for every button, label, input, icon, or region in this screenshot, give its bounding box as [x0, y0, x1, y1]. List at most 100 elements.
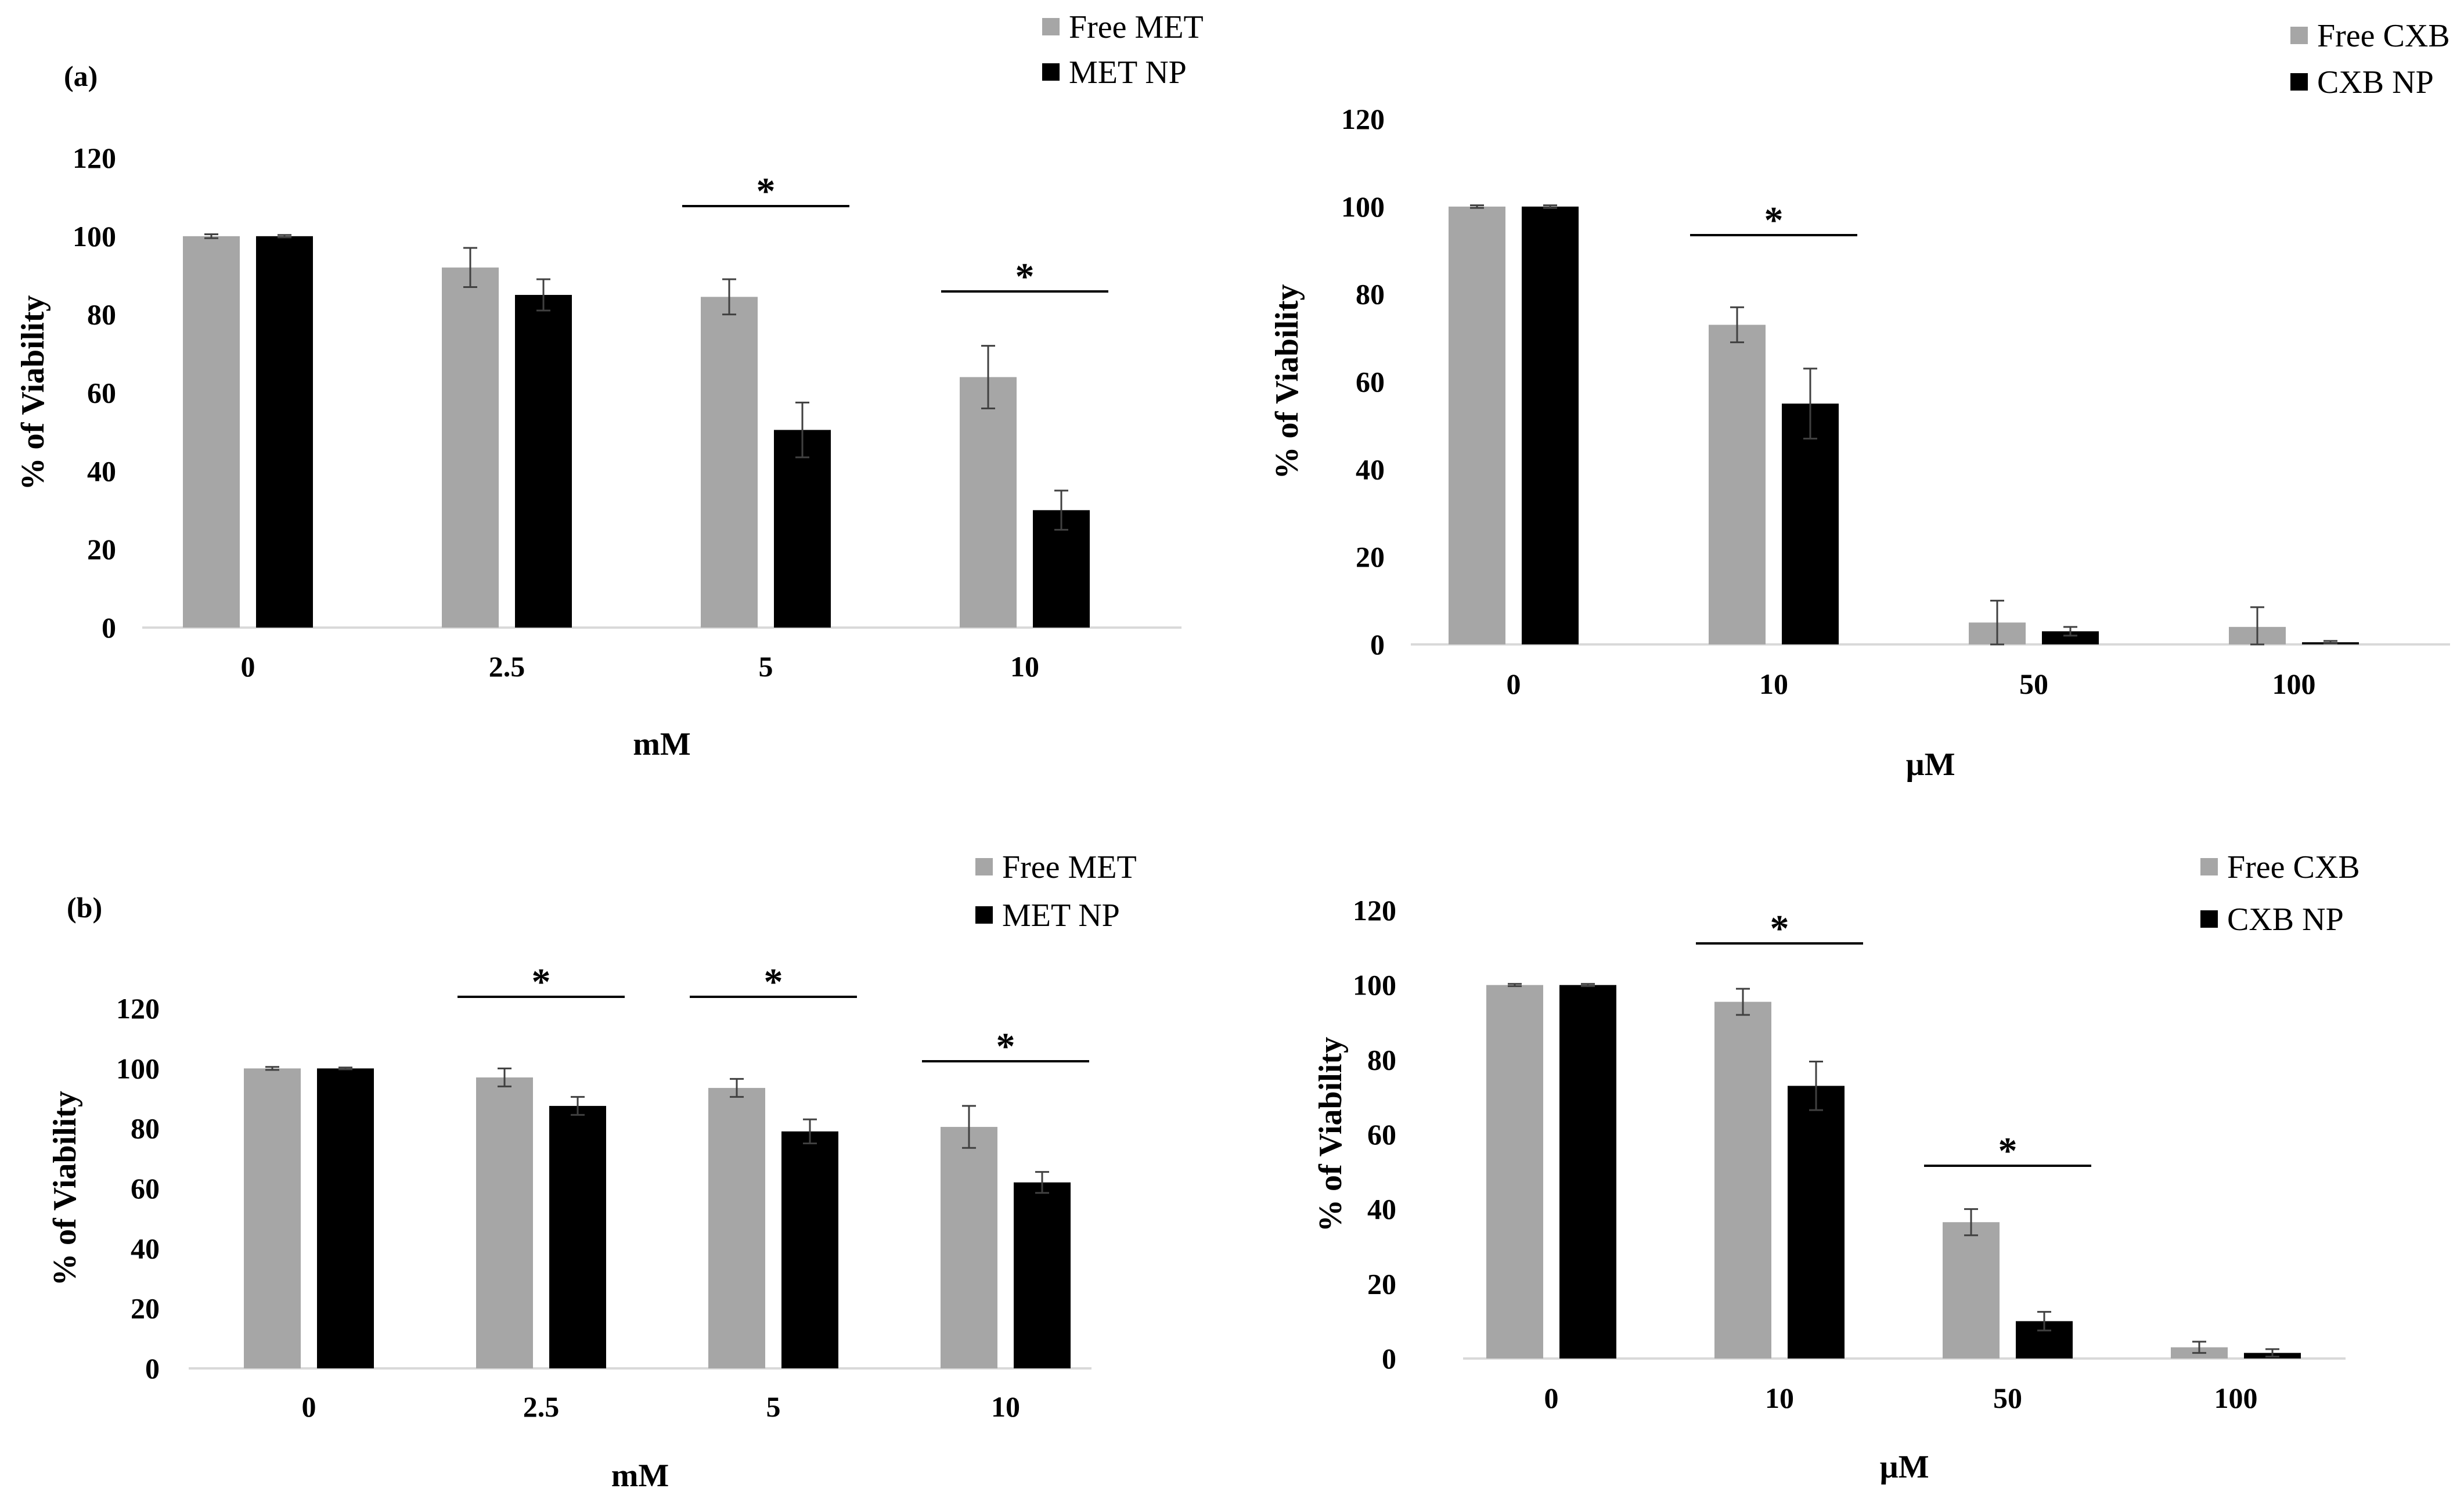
bar-free — [476, 1077, 533, 1368]
y-axis-title: % of Viability — [1269, 284, 1305, 479]
y-axis-title: % of Viability — [1313, 1037, 1349, 1232]
chart-b-met: 0 20 40 60 80 100 120 % of Viability 0 2.5 5 10 mM * *… — [47, 849, 1137, 1494]
bar-free — [244, 1068, 301, 1368]
y-tick-label: 20 — [1356, 540, 1385, 573]
y-tick-label: 60 — [87, 377, 116, 409]
y-tick-label: 100 — [1341, 190, 1385, 223]
x-tick-label: 100 — [2272, 668, 2316, 700]
y-tick-label: 20 — [1367, 1267, 1396, 1300]
bar-np — [774, 430, 831, 628]
y-tick-label: 80 — [87, 298, 116, 331]
y-tick-label: 120 — [1353, 894, 1396, 927]
x-tick-label: 50 — [2019, 668, 2048, 700]
significance-star: * — [1770, 907, 1789, 950]
bar-free — [1714, 1001, 1771, 1359]
legend-swatch-np — [975, 906, 993, 924]
y-tick-label: 0 — [1370, 628, 1385, 661]
y-tick-label: 60 — [1356, 366, 1385, 398]
y-axis-title: % of Viability — [47, 1091, 83, 1286]
x-tick-label: 0 — [1507, 668, 1521, 700]
x-tick-label: 2.5 — [489, 650, 525, 683]
x-axis-title: mM — [611, 1458, 669, 1494]
x-tick-label: 10 — [1759, 668, 1788, 700]
y-tick-label: 80 — [131, 1112, 160, 1145]
x-tick-label: 2.5 — [523, 1390, 560, 1423]
x-tick-label: 10 — [991, 1390, 1020, 1423]
bar-free — [183, 236, 240, 628]
legend-swatch-free — [2200, 858, 2218, 875]
legend-label-free: Free MET — [1069, 9, 1204, 45]
y-tick-label: 0 — [102, 611, 116, 644]
legend-label-np: CXB NP — [2227, 902, 2344, 938]
legend-label-free: Free MET — [1002, 849, 1137, 885]
significance-star: * — [1998, 1130, 2018, 1172]
x-axis-title: mM — [633, 726, 691, 762]
bar-free — [708, 1087, 765, 1368]
bar-np — [781, 1131, 838, 1368]
bar-np — [1782, 403, 1839, 644]
y-tick-label: 40 — [1367, 1193, 1396, 1226]
x-tick-label: 50 — [1993, 1382, 2022, 1414]
chart-b-cxb: 0 20 40 60 80 100 120 % of Viability 0 10 50 100 µM *… — [1313, 849, 2360, 1485]
bar-np — [515, 294, 572, 628]
legend-swatch-free — [1042, 18, 1060, 35]
panel-label-a: (a) — [64, 60, 98, 92]
y-axis-title: % of Viability — [15, 295, 51, 490]
y-tick-label: 120 — [116, 992, 160, 1025]
x-tick-label: 0 — [241, 650, 255, 683]
y-tick-label: 0 — [145, 1352, 160, 1385]
bar-np — [1522, 206, 1579, 644]
y-tick-label: 100 — [73, 220, 116, 253]
significance-star: * — [757, 170, 776, 212]
significance-star: * — [764, 961, 783, 1003]
y-tick-label: 0 — [1382, 1342, 1396, 1375]
x-tick-label: 0 — [1544, 1382, 1559, 1414]
legend-swatch-free — [2290, 27, 2308, 44]
bar-free — [1709, 325, 1766, 644]
y-tick-label: 60 — [131, 1172, 160, 1205]
bar-np — [1559, 985, 1616, 1359]
legend-swatch-np — [2200, 910, 2218, 928]
panel-label-b: (b) — [67, 891, 102, 924]
chart-a-met: 0 20 40 60 80 100 120 % of Viability 0 2.5 5 10 mM * *… — [15, 9, 1204, 762]
significance-star: * — [532, 961, 551, 1003]
y-tick-label: 20 — [87, 533, 116, 565]
bar-free — [442, 267, 499, 628]
y-tick-label: 40 — [131, 1232, 160, 1264]
x-tick-label: 0 — [302, 1390, 316, 1423]
x-tick-label: 10 — [1765, 1382, 1794, 1414]
bar-np — [2042, 631, 2099, 644]
y-tick-label: 120 — [1341, 103, 1385, 135]
bar-np — [256, 236, 313, 628]
x-tick-label: 100 — [2214, 1382, 2258, 1414]
bar-free — [1449, 206, 1505, 644]
y-tick-label: 120 — [73, 142, 116, 174]
legend-swatch-free — [975, 858, 993, 875]
y-tick-label: 40 — [1356, 453, 1385, 485]
bar-free — [1943, 1222, 2000, 1359]
legend-label-free: Free CXB — [2227, 849, 2360, 885]
x-axis-title: µM — [1879, 1449, 1929, 1485]
bar-np — [317, 1068, 374, 1368]
legend-label-np: MET NP — [1002, 898, 1120, 934]
y-tick-label: 80 — [1356, 278, 1385, 311]
legend-label-np: CXB NP — [2317, 64, 2434, 100]
bar-free — [941, 1127, 997, 1368]
y-tick-label: 100 — [1353, 969, 1396, 1001]
y-tick-label: 60 — [1367, 1118, 1396, 1151]
y-tick-label: 100 — [116, 1052, 160, 1084]
significance-star: * — [996, 1025, 1015, 1068]
x-tick-label: 5 — [766, 1390, 781, 1423]
x-axis-title: µM — [1905, 747, 1955, 783]
legend-swatch-np — [2290, 73, 2308, 91]
x-tick-label: 5 — [759, 650, 773, 683]
significance-star: * — [1015, 255, 1035, 298]
bar-free — [1486, 985, 1543, 1359]
bar-free — [701, 297, 758, 628]
y-tick-label: 80 — [1367, 1043, 1396, 1076]
y-tick-label: 40 — [87, 455, 116, 487]
legend-swatch-np — [1042, 63, 1060, 81]
y-tick-label: 20 — [131, 1292, 160, 1325]
bar-np — [549, 1105, 606, 1368]
